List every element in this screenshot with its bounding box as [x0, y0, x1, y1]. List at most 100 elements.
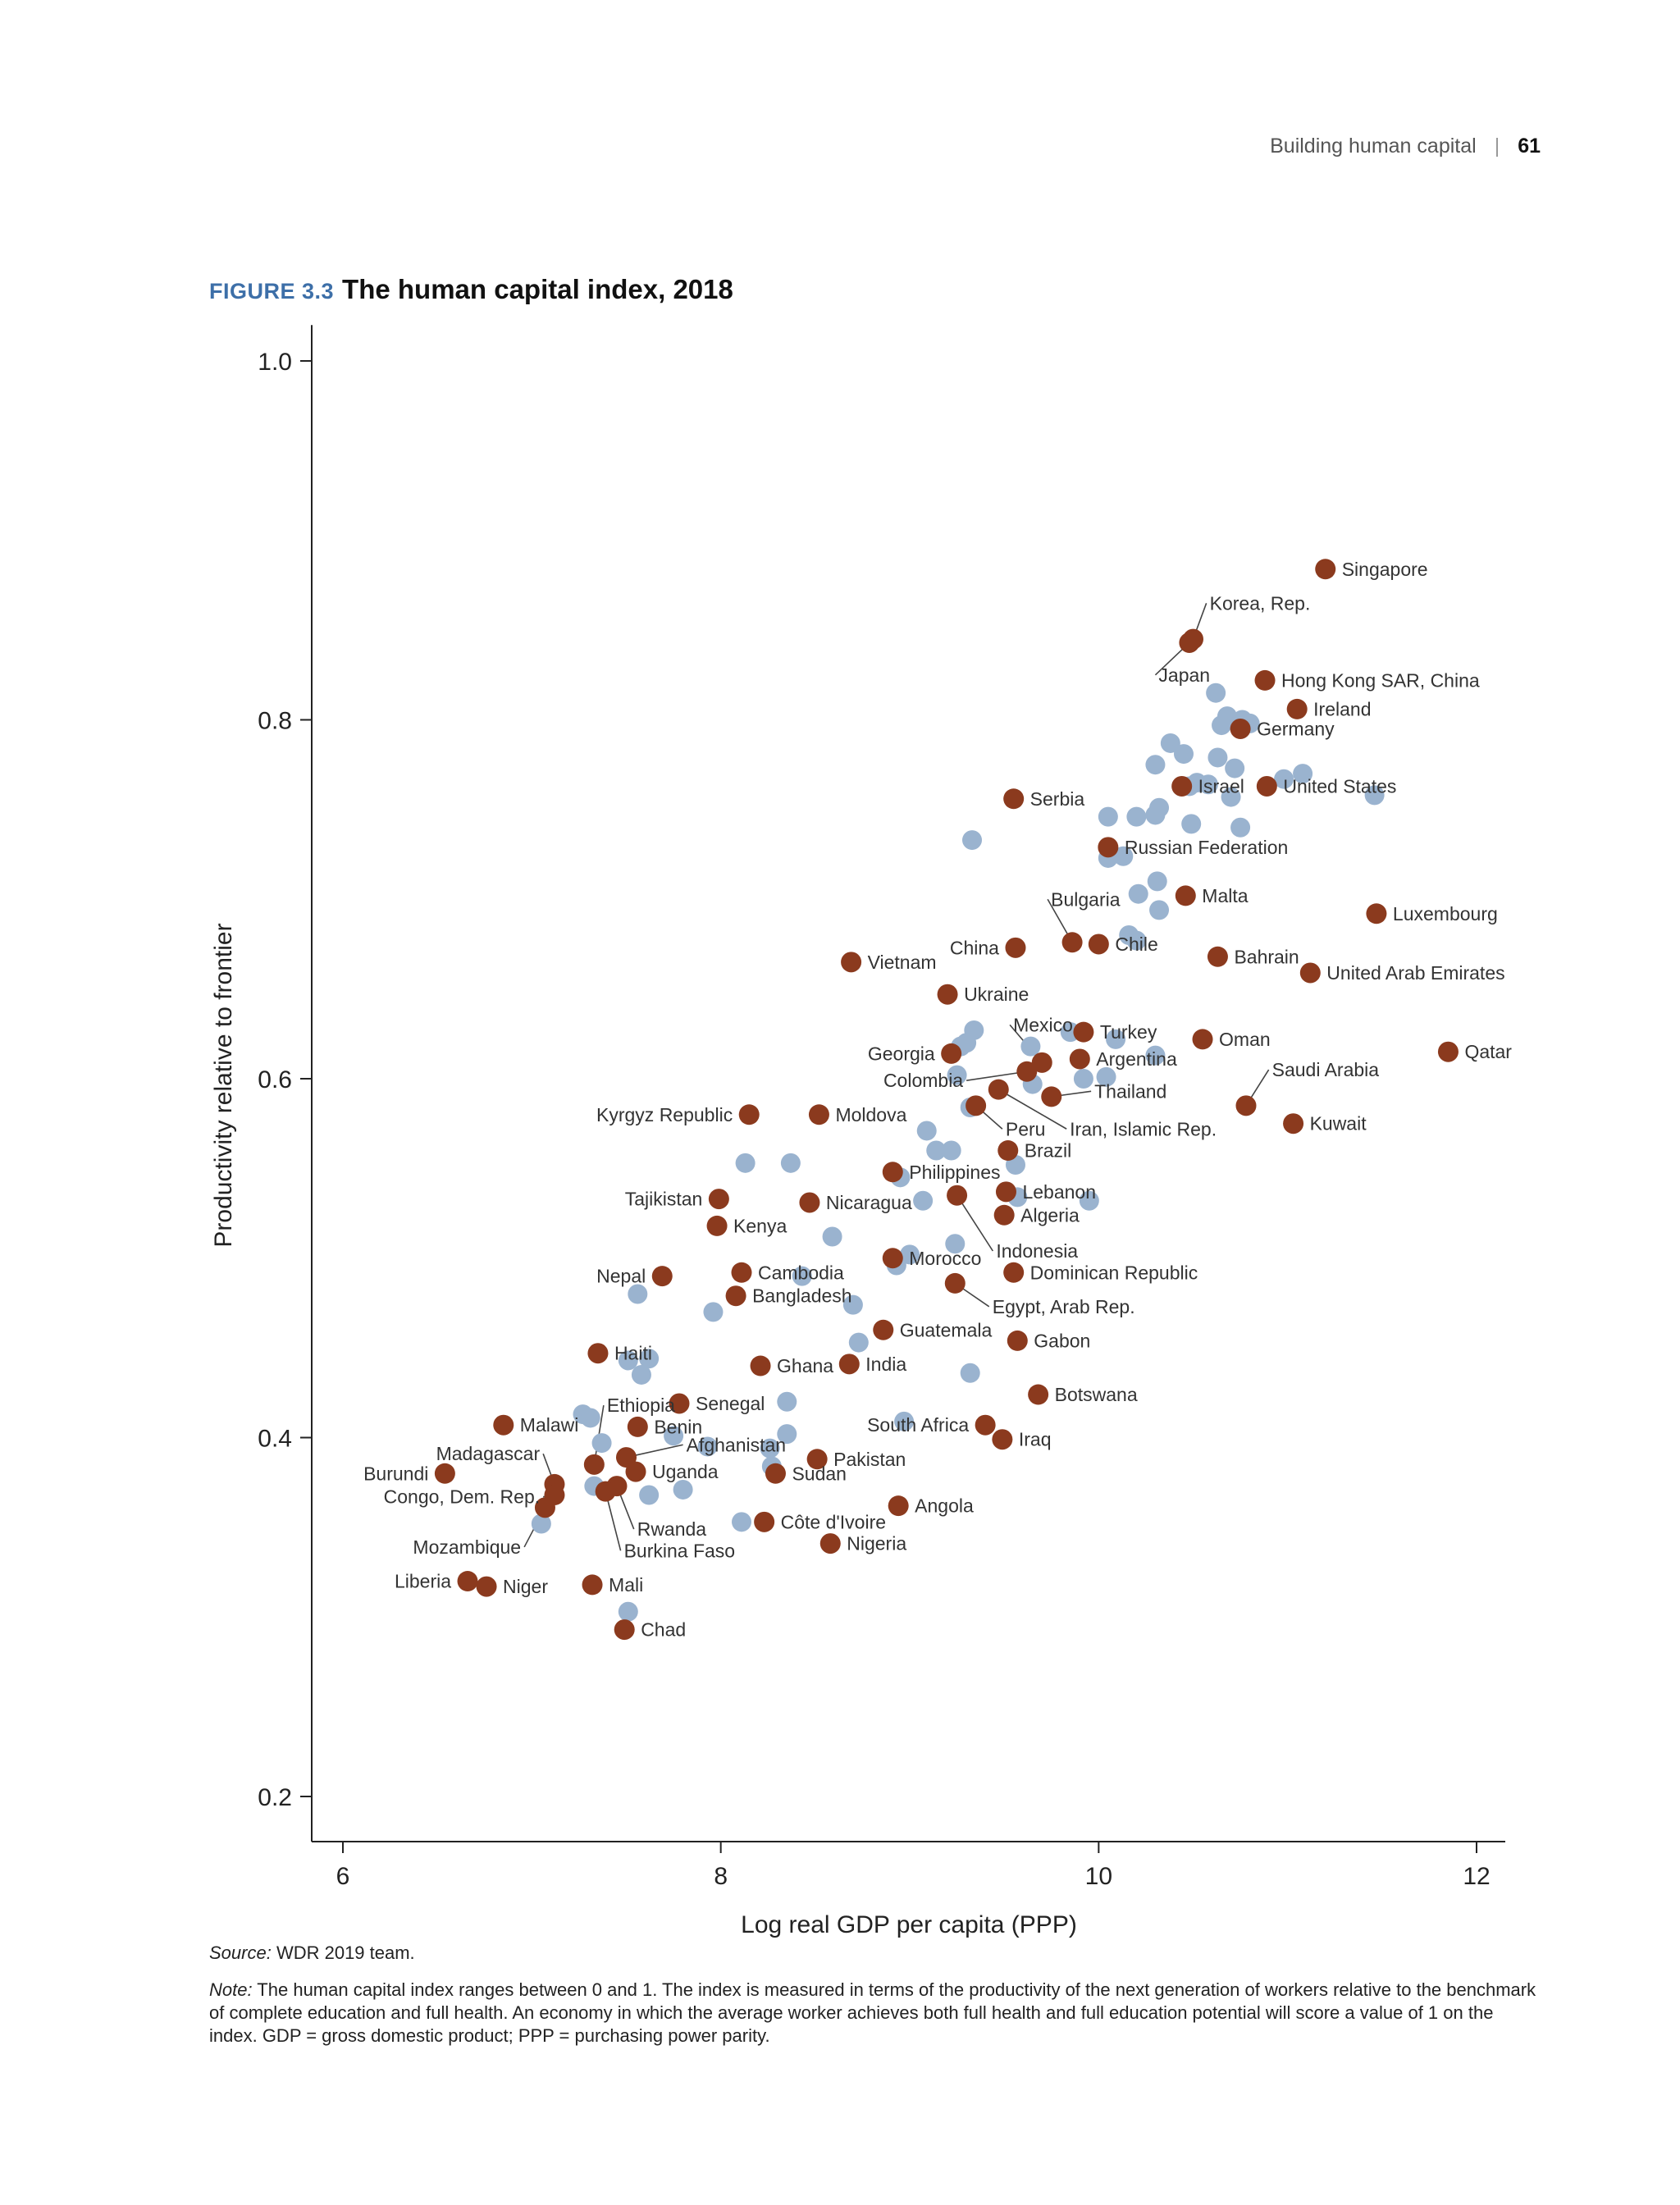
point [1126, 930, 1147, 951]
y-axis-title: Productivity relative to frontier [210, 923, 237, 1247]
point [945, 1234, 966, 1254]
label-burkina-faso: Burkina Faso [624, 1540, 736, 1561]
y-tick-label: 1.0 [258, 349, 292, 376]
point [1181, 814, 1202, 834]
label-algeria: Algeria [1020, 1204, 1080, 1226]
page-header: Building human capital | 61 [1270, 135, 1541, 158]
label-morocco: Morocco [909, 1248, 981, 1269]
figure-title-text: The human capital index, 2018 [342, 274, 733, 304]
point [639, 1349, 660, 1369]
point [1149, 797, 1170, 818]
point-indonesia [947, 1185, 968, 1206]
leader-indonesia [956, 1194, 994, 1252]
point [842, 1294, 863, 1315]
point-iran-islamic-rep [988, 1079, 1009, 1100]
labeled-points [434, 559, 1459, 1641]
point-benin [627, 1416, 648, 1437]
label-oman: Oman [1219, 1029, 1271, 1050]
point [792, 1266, 812, 1286]
point [639, 1485, 660, 1505]
label-mexico: Mexico [1013, 1014, 1073, 1035]
point [941, 1140, 961, 1161]
page-number: 61 [1518, 135, 1541, 158]
label-rwanda: Rwanda [637, 1518, 707, 1540]
point [697, 1436, 718, 1457]
label-nigeria: Nigeria [847, 1533, 906, 1554]
point-burkina-faso [595, 1481, 616, 1502]
point-serbia [1003, 788, 1025, 810]
point [1364, 785, 1385, 806]
label-united-arab-emirates: United Arab Emirates [1326, 962, 1504, 984]
point-ethiopia [583, 1454, 605, 1475]
point-singapore [1315, 559, 1336, 580]
label-c-te-d-ivoire: Côte d'Ivoire [781, 1511, 886, 1532]
x-tick-label: 6 [336, 1863, 350, 1890]
x-tick-label: 12 [1463, 1863, 1490, 1890]
point [1098, 806, 1118, 827]
point-liberia [457, 1571, 478, 1591]
point-tajikistan [708, 1189, 729, 1210]
label-germany: Germany [1257, 718, 1335, 739]
source-text: WDR 2019 team. [271, 1942, 415, 1963]
point [777, 1424, 797, 1445]
point [1160, 733, 1180, 753]
point-c-te-d-ivoire [754, 1511, 775, 1532]
label-iraq: Iraq [1019, 1429, 1052, 1450]
label-mozambique: Mozambique [413, 1536, 521, 1558]
point [1128, 883, 1148, 904]
point-mozambique [534, 1497, 555, 1518]
label-bahrain: Bahrain [1234, 946, 1299, 967]
point-botswana [1028, 1384, 1049, 1405]
label-pakistan: Pakistan [833, 1449, 906, 1470]
label-korea-rep: Korea, Rep. [1210, 592, 1311, 614]
label-liberia: Liberia [395, 1571, 451, 1592]
label-bulgaria: Bulgaria [1051, 888, 1121, 910]
point-mexico [1031, 1052, 1052, 1073]
point [926, 1140, 947, 1161]
point-bahrain [1207, 946, 1228, 967]
label-israel: Israel [1198, 775, 1244, 797]
point [1230, 817, 1251, 838]
point-united-states [1256, 775, 1277, 797]
point-ireland [1286, 698, 1308, 719]
label-niger: Niger [503, 1576, 548, 1597]
label-madagascar: Madagascar [436, 1443, 541, 1464]
label-colombia: Colombia [883, 1070, 963, 1091]
label-luxembourg: Luxembourg [1393, 903, 1498, 924]
y-tick-label: 0.4 [258, 1426, 292, 1453]
point-brazil [998, 1140, 1019, 1161]
point [1274, 769, 1294, 789]
point-turkey [1073, 1021, 1094, 1043]
y-tick-label: 0.2 [258, 1784, 292, 1811]
source-note: Source: WDR 2019 team. [209, 1942, 415, 1964]
label-congo-dem-rep: Congo, Dem. Rep. [384, 1486, 540, 1508]
label-kyrgyz-republic: Kyrgyz Republic [596, 1104, 733, 1125]
point-bangladesh [725, 1285, 746, 1307]
label-hong-kong-sar-china: Hong Kong SAR, China [1281, 669, 1480, 691]
point-nigeria [819, 1533, 841, 1554]
point-moldova [808, 1104, 829, 1125]
label-saudi-arabia: Saudi Arabia [1272, 1059, 1380, 1080]
label-thailand: Thailand [1094, 1080, 1166, 1102]
label-chile: Chile [1115, 934, 1157, 955]
label-georgia: Georgia [868, 1043, 935, 1064]
point [1206, 682, 1226, 703]
label-kenya: Kenya [733, 1215, 787, 1236]
point-kuwait [1283, 1113, 1304, 1134]
point-dominican-republic [1003, 1262, 1025, 1283]
point [531, 1513, 551, 1534]
section-title: Building human capital [1270, 135, 1477, 158]
note-text: The human capital index ranges between 0… [209, 1979, 1536, 2047]
point-peru [966, 1095, 987, 1116]
point [703, 1302, 724, 1322]
point-japan [1179, 632, 1200, 653]
point-chad [614, 1619, 635, 1641]
point-israel [1171, 775, 1193, 797]
point [1173, 744, 1194, 765]
point [962, 830, 983, 851]
point [1020, 1036, 1041, 1057]
point-nepal [651, 1266, 673, 1287]
label-bangladesh: Bangladesh [752, 1285, 851, 1307]
label-india: India [865, 1354, 906, 1375]
point-united-arab-emirates [1299, 962, 1321, 984]
